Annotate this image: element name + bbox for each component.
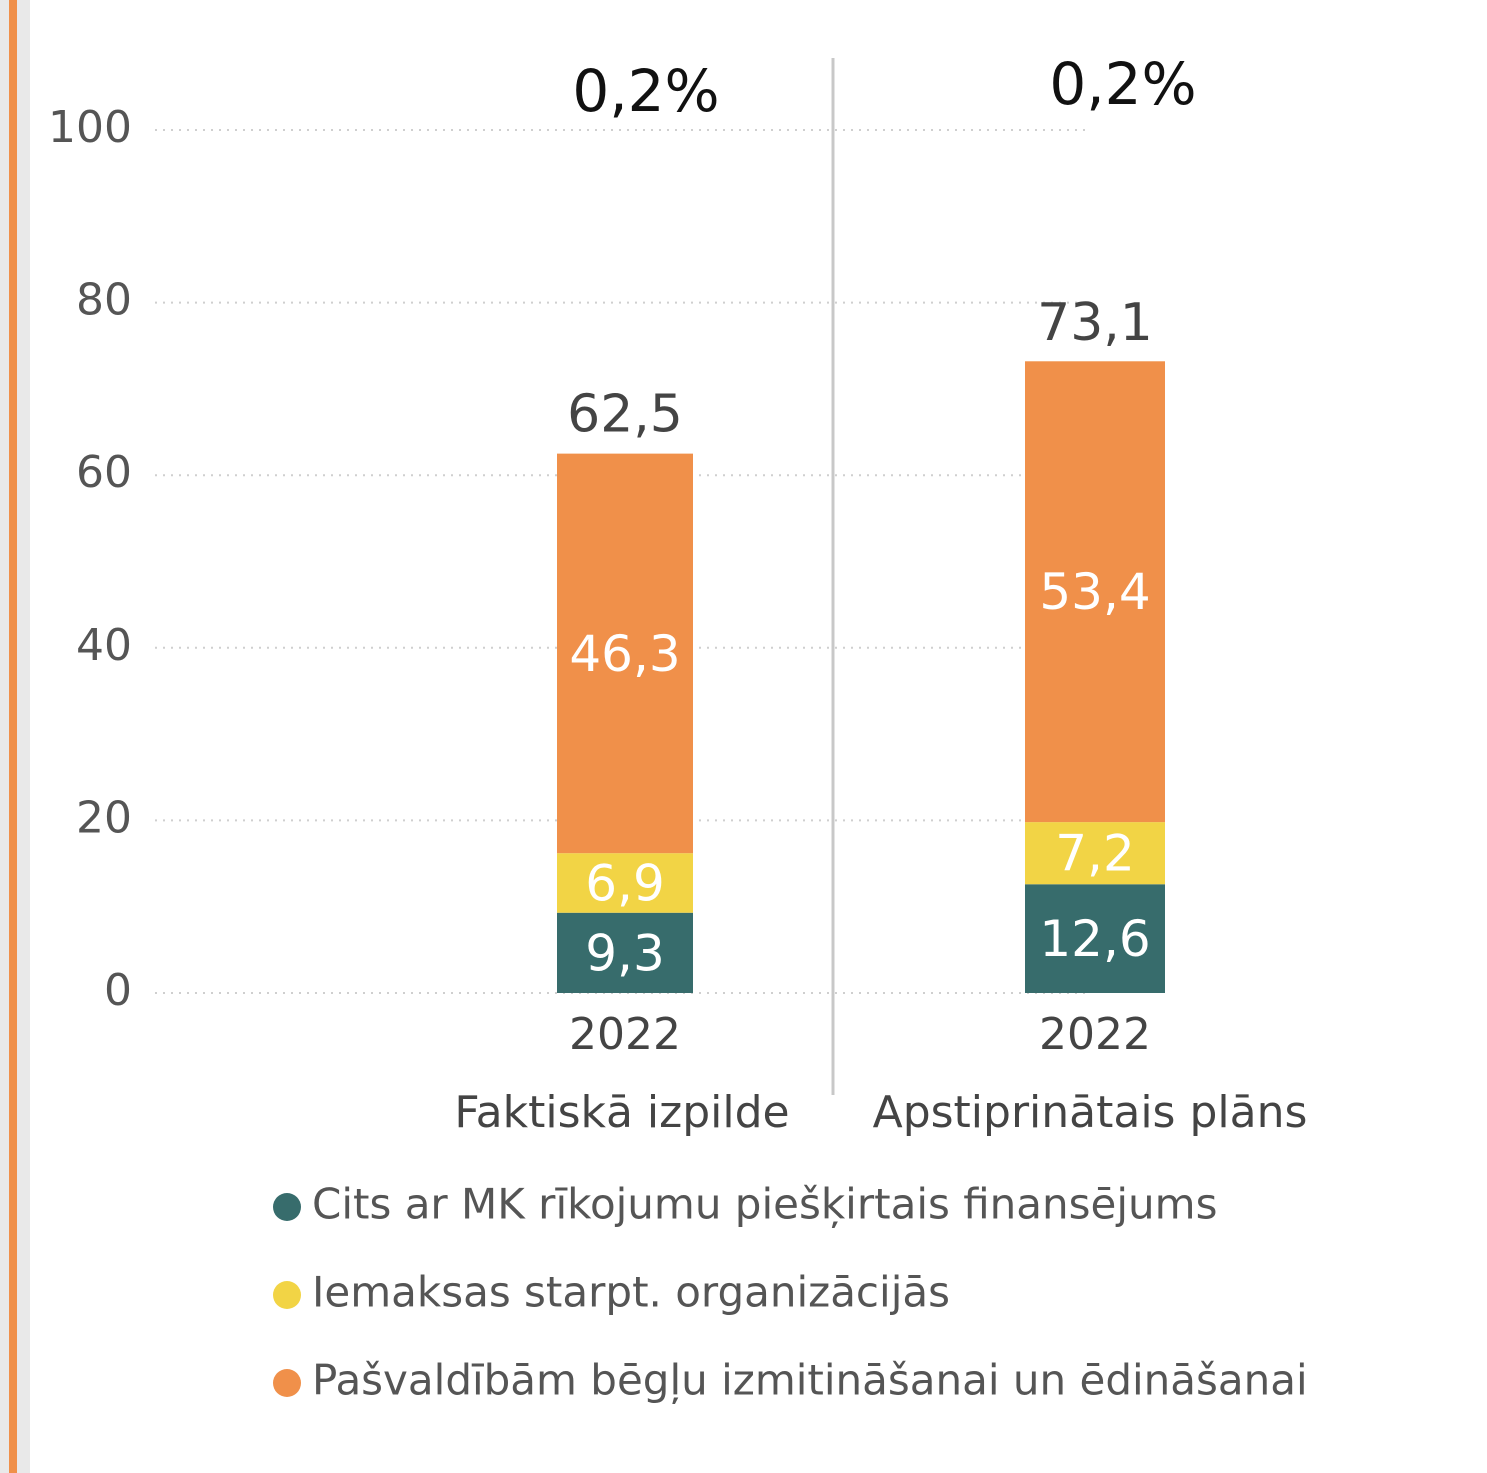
bar-segment [557,853,693,913]
y-tick-label: 40 [76,620,132,671]
annotation: 0,2% [572,57,719,125]
legend-marker [273,1193,301,1221]
bar-segment [557,912,693,993]
x-tick-label: 2022 [1039,1009,1151,1060]
legend-marker [273,1369,301,1397]
bar-segment [1025,884,1165,993]
group-label: Apstiprinātais plāns [873,1087,1308,1138]
total-label: 73,1 [1037,293,1153,353]
bar-segment [557,453,693,854]
data-label: 53,4 [1039,563,1150,621]
y-tick-label: 100 [48,102,132,153]
total-label: 62,5 [567,385,683,445]
y-tick-label: 20 [76,792,132,843]
data-label: 7,2 [1055,825,1135,883]
left-accent [9,0,17,1473]
data-label: 9,3 [585,924,665,982]
legend-label: Iemaksas starpt. organizācijās [312,1268,950,1317]
annotation: 0,2% [1049,50,1196,118]
data-label: 46,3 [569,625,680,683]
bar-segment [1025,822,1165,885]
y-tick-label: 80 [76,275,132,326]
data-label: 6,9 [585,854,665,912]
data-label: 12,6 [1039,910,1150,968]
legend-label: Cits ar MK rīkojumu piešķirtais finansēj… [312,1180,1217,1229]
bar-segment [1025,361,1165,823]
group-label: Faktiskā izpilde [454,1087,789,1138]
y-tick-label: 60 [76,447,132,498]
legend-marker [273,1281,301,1309]
x-tick-label: 2022 [569,1009,681,1060]
legend-label: Pašvaldībām bēgļu izmitināšanai un ēdinā… [312,1356,1308,1405]
y-tick-label: 0 [104,965,132,1016]
